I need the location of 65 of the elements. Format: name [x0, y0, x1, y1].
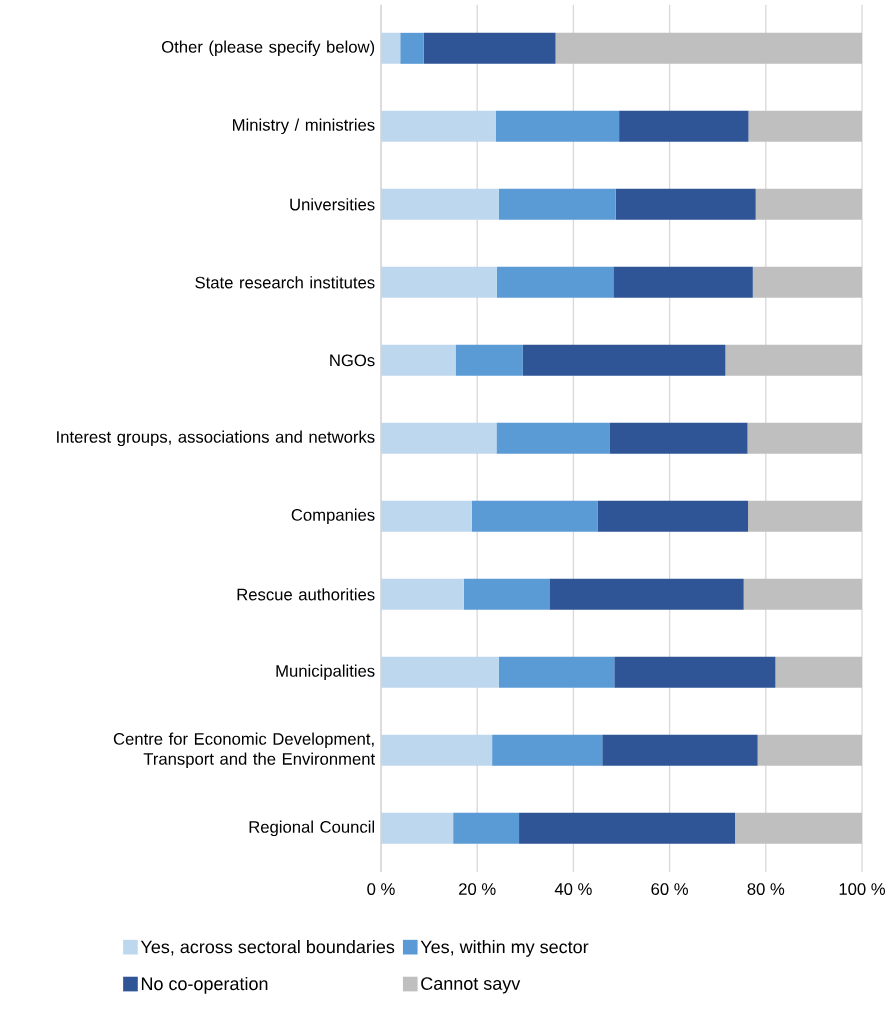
y-tick-label: NGOs: [330, 354, 375, 367]
bar: [743, 578, 863, 610]
bar: [492, 734, 603, 766]
x-tick-label: 60 %: [651, 883, 688, 895]
bar: [619, 110, 749, 142]
bar: [381, 422, 497, 454]
bar: [496, 266, 614, 298]
x-tick-label: 80 %: [747, 883, 785, 895]
y-tick-label: Ministry / ministries: [233, 118, 375, 135]
y-tick-label: Universities: [290, 198, 375, 211]
bar: [423, 32, 556, 64]
bar: [498, 656, 615, 688]
bar: [757, 734, 863, 766]
bar: [613, 266, 753, 298]
bar: [455, 344, 523, 376]
bar: [522, 344, 726, 376]
bar: [381, 578, 464, 610]
y-tick-label: Rescue authorities: [237, 588, 375, 601]
x-tick-label: 40 %: [554, 883, 592, 895]
bar: [381, 734, 493, 766]
bar: [614, 656, 776, 688]
bar: [381, 188, 499, 220]
y-tick-label: Other (please specify below): [161, 40, 375, 57]
bar: [471, 500, 598, 532]
bar: [775, 656, 863, 688]
bar: [495, 110, 620, 142]
bar: [549, 578, 744, 610]
bar: [748, 110, 863, 142]
bar: [496, 422, 610, 454]
x-tick-label: 0 %: [367, 883, 395, 895]
bar: [725, 344, 863, 376]
bar: [597, 500, 749, 532]
bar: [735, 812, 863, 844]
bar: [752, 266, 863, 298]
y-tick-label: Municipalities: [276, 664, 375, 681]
x-tick-label: 100 %: [839, 883, 886, 895]
bar: [615, 188, 756, 220]
y-tick-label: Companies: [291, 508, 375, 525]
bar: [381, 500, 472, 532]
legend-label: No co-operation: [141, 976, 268, 994]
bar: [555, 32, 863, 64]
bar: [519, 812, 736, 844]
legend-label: Yes, across sectoral boundaries: [140, 940, 395, 956]
y-tick-label: Regional Council: [249, 820, 375, 837]
y-tick-label: Interest groups, associations and networks: [57, 430, 375, 447]
x-tick-label: 20 %: [459, 883, 496, 895]
y-tick-label: State research institutes: [195, 276, 375, 289]
bar: [381, 110, 496, 142]
bar: [381, 344, 456, 376]
bar: [755, 188, 863, 220]
bar: [381, 656, 499, 688]
bar: [602, 734, 758, 766]
bar: [381, 32, 401, 64]
bar: [747, 422, 863, 454]
bar: [400, 32, 424, 64]
bar: [498, 188, 616, 220]
y-tick-label: Centre for Economic Development, Transport and the Environment: [113, 732, 376, 769]
bar: [748, 500, 863, 532]
bar: [381, 266, 497, 298]
legend-label: Yes, within my sector: [420, 940, 589, 957]
bar: [609, 422, 748, 454]
bar: [463, 578, 550, 610]
bar: [453, 812, 520, 844]
bar: [381, 812, 454, 844]
legend-label: Cannot sayv: [421, 977, 521, 994]
